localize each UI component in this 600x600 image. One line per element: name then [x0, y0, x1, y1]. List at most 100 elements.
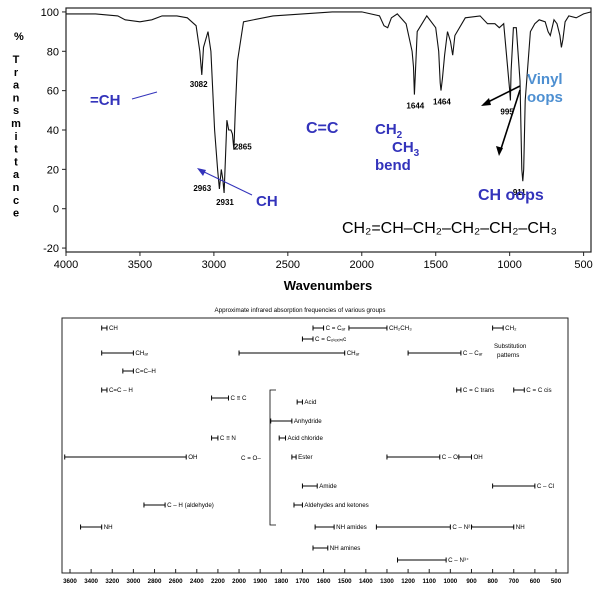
y-tick-label: 40: [47, 125, 59, 137]
molecule-formula: CH₂=CH–CH₂–CH₂–CH₂–CH₃: [342, 220, 557, 237]
x-tick-label: 1500: [423, 259, 447, 271]
x-tick-label: 3500: [128, 259, 152, 271]
x-tick-label: 500: [574, 259, 592, 271]
range-label: C – H (aldehyde): [167, 502, 214, 509]
x-tick-label: 2500: [276, 259, 300, 271]
y-axis-letter: n: [13, 92, 20, 104]
table-tick-label: 2400: [190, 578, 204, 585]
range-label: C = Cₐᵣ: [326, 325, 346, 332]
peak-label: 2963: [193, 184, 211, 193]
range-label: C=C – H: [109, 387, 133, 394]
table-tick-label: 1000: [443, 578, 457, 585]
table-tick-label: 500: [551, 578, 562, 585]
y-axis-letter: i: [14, 131, 17, 143]
y-axis-letter: T: [13, 54, 20, 66]
range-label: Ester: [298, 454, 312, 461]
c-eq-o-label: C = O–: [241, 455, 261, 462]
table-tick-label: 900: [466, 578, 477, 585]
range-label: CH₂: [505, 325, 517, 332]
ir-axis-ticks: 4000 3500 3000 2500 2000 1500 1000 500 100 80 60 40…: [41, 7, 593, 271]
table-tick-label: 2800: [148, 578, 162, 585]
table-tick-label: 1800: [274, 578, 288, 585]
y-tick-label: 20: [47, 164, 59, 176]
table-tick-label: 600: [530, 578, 541, 585]
patterns-label: patterns: [497, 352, 519, 359]
ir-frequency-table: Approximate infrared absorption frequenc…: [61, 307, 569, 585]
table-tick-label: 2000: [232, 578, 246, 585]
annotation-oops: oops: [527, 89, 563, 106]
range-label: NH amides: [336, 524, 367, 531]
range-label: C = C cis: [526, 387, 551, 394]
table-tick-label: 1300: [380, 578, 394, 585]
arrow-eq-ch: [131, 91, 158, 100]
table-tick-label: 1100: [422, 578, 436, 585]
y-tick-label: -20: [43, 243, 59, 255]
range-label: NH amines: [330, 545, 361, 552]
arrow-vinyl-995: [483, 85, 521, 105]
y-axis-letter: r: [14, 67, 19, 79]
y-axis-letter: c: [13, 195, 19, 207]
range-label: NH: [516, 524, 525, 531]
peak-label: 1464: [433, 98, 451, 107]
range-label: C = C trans: [463, 387, 494, 394]
ir-peak-labels: 3082 2963 2931 2865 1644 1464 995 911: [190, 80, 527, 207]
c-eq-o-bracket: [269, 389, 276, 526]
arrow-head-911: [496, 146, 503, 156]
table-tick-label: 1500: [338, 578, 352, 585]
table-tick-label: 1400: [359, 578, 373, 585]
annotation-bend: bend: [375, 157, 411, 174]
range-label: C – Cₐᵣ: [463, 350, 483, 357]
y-axis-letter: t: [14, 156, 18, 168]
annotation-ch3: CH3: [392, 139, 420, 159]
annotation-c-eq-c: C=C: [306, 120, 339, 137]
annotation-eq-ch: =CH: [90, 92, 120, 109]
arrow-ch: [199, 169, 253, 196]
range-label: Anhydride: [294, 418, 322, 425]
range-label: Amide: [319, 483, 337, 490]
y-axis-percent-sign: %: [14, 31, 24, 43]
table-tick-label: 3400: [84, 578, 98, 585]
peak-label: 995: [500, 107, 514, 116]
peak-label: 2931: [216, 198, 234, 207]
annotation-vinyl: Vinyl: [527, 71, 563, 88]
y-axis-letter: m: [11, 118, 21, 130]
y-tick-label: 0: [53, 204, 59, 216]
x-axis-label: Wavenumbers: [284, 278, 372, 290]
range-label: CHₐᵣ: [347, 350, 360, 357]
range-label: Acid: [304, 399, 317, 406]
range-label: C – Cl: [537, 483, 554, 490]
table-tick-label: 700: [509, 578, 520, 585]
table-tick-label: 1600: [317, 578, 331, 585]
range-label: C – O: [442, 454, 458, 461]
arrow-head-995: [481, 98, 491, 106]
peak-label: 3082: [190, 80, 208, 89]
peak-label: 911: [513, 188, 526, 197]
table-tick-label: 2200: [211, 578, 225, 585]
y-axis-letter: e: [13, 208, 19, 220]
table-tick-label: 1200: [401, 578, 415, 585]
table-tick-label: 3600: [63, 578, 77, 585]
x-tick-label: 3000: [202, 259, 226, 271]
substitution-label: Substitution: [494, 343, 527, 350]
y-tick-label: 60: [47, 86, 59, 98]
y-axis-letter: n: [13, 182, 20, 194]
x-tick-label: 1000: [497, 259, 521, 271]
table-tick-label: 1900: [253, 578, 267, 585]
x-tick-label: 4000: [54, 259, 78, 271]
table-tick-label: 1700: [296, 578, 310, 585]
range-label: C = Cₒₗₑₓᵢₙᵢc: [315, 336, 346, 343]
range-label: C ≡ N: [220, 435, 236, 442]
y-tick-label: 100: [41, 7, 59, 19]
peak-label: 1644: [406, 102, 424, 111]
y-axis-letter: s: [13, 105, 19, 117]
range-label: OH: [473, 454, 482, 461]
range-label: C=C–H: [135, 368, 155, 375]
range-label: NH: [104, 524, 113, 531]
table-axis-ticks: 3600 3400 3200 3000 2800 2600 2400 2200 2000 1900…: [63, 569, 562, 585]
annotation-ch-oops: CH oops: [478, 187, 544, 204]
annotation-ch2: CH2: [375, 121, 403, 141]
range-label: Aldehydes and ketones: [304, 502, 368, 509]
